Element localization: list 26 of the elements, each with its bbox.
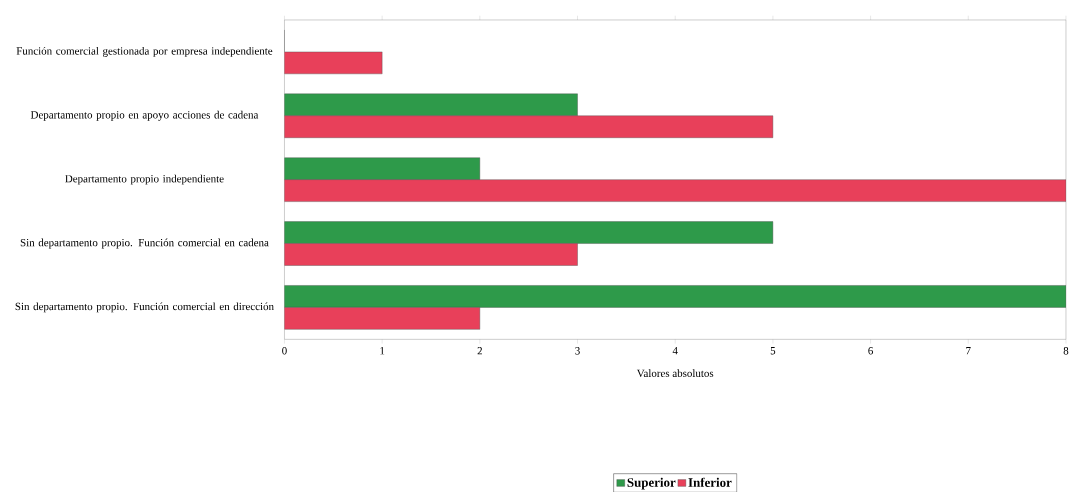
y-tick-label: Departamento propio en apoyo acciones de cadena [30,110,259,121]
bar [284,51,383,74]
bar [284,221,774,244]
x-tick-label: 8 [1063,346,1069,355]
x-tick-label: 5 [770,346,776,355]
bar [284,285,1066,308]
x-axis-title: Valores absolutos [636,369,714,377]
x-tick-label: 2 [477,346,482,355]
x-tick-label: 0 [282,346,287,355]
legend-label: Superior [627,477,676,490]
bar [284,93,578,116]
bar [284,115,774,138]
y-tick-label: Sin departamento propio. Función comercial en cadena [20,238,269,249]
legend-label: Inferior [688,477,732,487]
bar [284,157,481,180]
bar [284,243,578,266]
y-tick-label: Departamento propio independiente [65,174,224,185]
x-tick-label: 6 [868,346,873,355]
x-tick-label: 3 [575,346,580,355]
bar [284,179,1066,202]
x-tick-label: 1 [380,346,385,355]
x-tick-label: 4 [672,346,678,355]
bar [284,306,481,330]
y-tick-label: Función comercial gestionada por empresa independiente [16,46,273,57]
y-tick-label: Sin departamento propio. Función comercial en dirección [15,302,274,313]
x-tick-label: 7 [966,346,971,355]
